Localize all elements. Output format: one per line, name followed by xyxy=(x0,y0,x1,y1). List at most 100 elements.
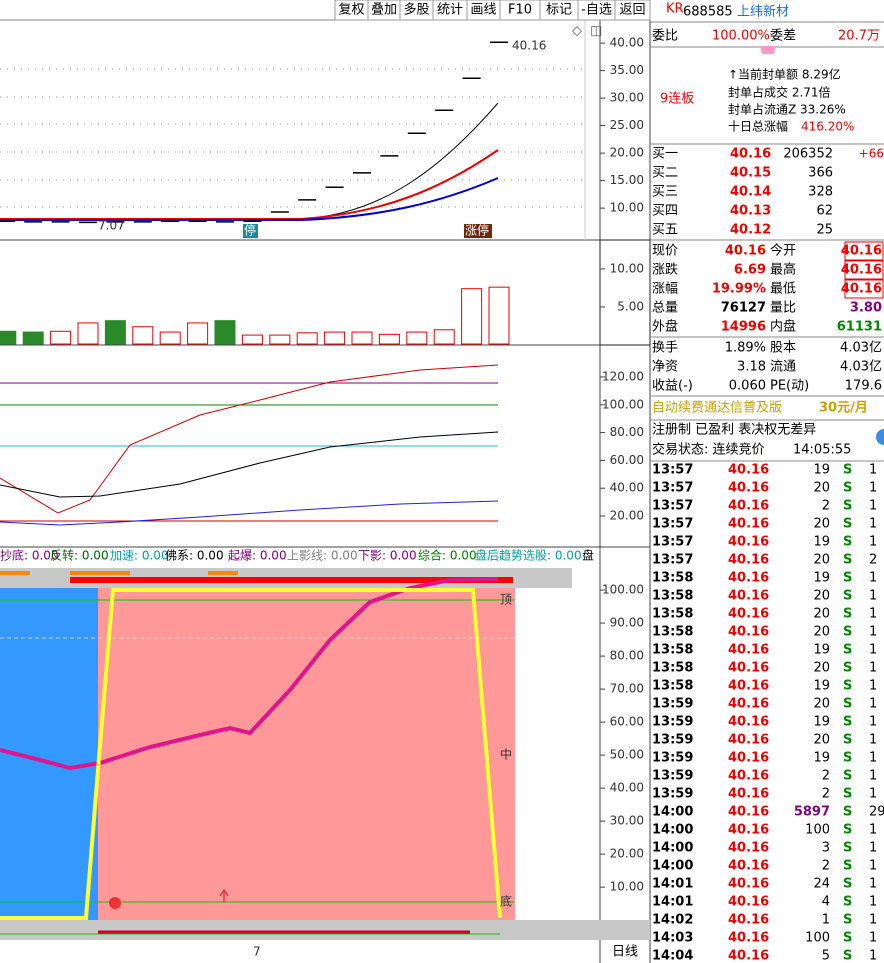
ad[interactable]: 自动续费通达信普及版 xyxy=(652,401,782,416)
tick-price: 40.16 xyxy=(728,859,769,874)
indicator-label: 加速: 0.00 xyxy=(110,549,169,563)
tick-volume: 24 xyxy=(813,877,830,892)
tick-count: 1 xyxy=(869,769,877,784)
tick-count: 1 xyxy=(869,895,877,910)
tick-time: 13:58 xyxy=(652,607,693,622)
name: 上纬新材 xyxy=(737,4,789,20)
toolbar-label[interactable]: 标记 xyxy=(546,3,572,18)
bid-volume: 328 xyxy=(808,185,833,200)
tick-volume: 20 xyxy=(813,661,830,676)
y-tick-label: 50.00 xyxy=(610,748,644,762)
tick-volume: 20 xyxy=(813,589,830,604)
bid-price: 40.15 xyxy=(730,166,771,181)
tick-price: 40.16 xyxy=(728,679,769,694)
tick-volume: 20 xyxy=(813,517,830,532)
tick-count: 1 xyxy=(869,877,877,892)
flags: 注册制 已盈利 表决权无差异 xyxy=(652,422,816,438)
tick-volume: 19 xyxy=(813,751,830,766)
tick-count: 1 xyxy=(869,949,877,963)
tick-price: 40.16 xyxy=(728,661,769,676)
zone-label: 中 xyxy=(500,747,512,762)
fund-label: 换手 xyxy=(652,341,678,356)
tick-time: 13:57 xyxy=(652,535,693,550)
indicator-label: 起爆: 0.00 xyxy=(228,549,287,563)
tick-time: 13:58 xyxy=(652,643,693,658)
ratio: 100.00% xyxy=(712,29,770,44)
bid-price: 40.13 xyxy=(730,204,771,219)
toolbar-label[interactable]: 返回 xyxy=(619,3,645,18)
stat-value: 6.69 xyxy=(734,263,766,278)
tick-volume: 5 xyxy=(822,949,830,963)
tick-count: 1 xyxy=(869,571,877,586)
stat-label: 最高 xyxy=(770,262,796,278)
fund-value: 1.89% xyxy=(725,341,766,356)
toolbar-label[interactable]: 统计 xyxy=(437,3,463,18)
tick-volume: 20 xyxy=(813,733,830,748)
volume-bar xyxy=(50,330,72,345)
toolbar-label[interactable]: 叠加 xyxy=(371,3,397,18)
tick-side: S xyxy=(843,805,852,820)
volume-bar xyxy=(0,330,17,345)
tick-count: 1 xyxy=(869,589,877,604)
tick-price: 40.16 xyxy=(728,535,769,550)
tick-count: 1 xyxy=(869,859,877,874)
tick-volume: 19 xyxy=(813,643,830,658)
tick-count: 1 xyxy=(869,697,877,712)
fund-label: 收益(-) xyxy=(652,379,693,394)
tick-price: 40.16 xyxy=(728,949,769,963)
bid-change: +66 xyxy=(859,147,884,161)
stat-label: 涨跌 xyxy=(652,262,678,278)
tick-time: 14:01 xyxy=(652,877,693,892)
tick-price: 40.16 xyxy=(728,895,769,910)
tick-side: S xyxy=(843,589,852,604)
tick-price: 40.16 xyxy=(728,769,769,784)
tick-volume: 5897 xyxy=(794,805,830,820)
tick-time: 14:00 xyxy=(652,859,693,874)
indicator-label: 上影线: 0.00 xyxy=(287,549,358,563)
tick-side: S xyxy=(843,949,852,963)
y-tick-label: 25.00 xyxy=(610,118,644,132)
tick-price: 40.16 xyxy=(728,841,769,856)
volume-bar xyxy=(296,332,318,345)
tick-count: 1 xyxy=(869,607,877,622)
tick-time: 13:58 xyxy=(652,571,693,586)
tick-volume: 4 xyxy=(822,895,830,910)
volume-bar xyxy=(461,288,483,345)
bid-label: 买四 xyxy=(652,204,678,219)
fund-value: 0.060 xyxy=(729,379,766,394)
volume-bar xyxy=(159,331,181,345)
y-tick-label: 10.00 xyxy=(610,261,644,275)
tick-volume: 2 xyxy=(822,499,830,514)
volume-bar xyxy=(22,331,44,345)
toolbar-label[interactable]: 画线 xyxy=(470,3,496,18)
tick-volume: 1 xyxy=(822,913,830,928)
y-tick-label: 70.00 xyxy=(610,682,644,696)
stat-label: 现价 xyxy=(652,244,678,259)
tick-count: 1 xyxy=(869,517,877,532)
indicator-label: 盘 xyxy=(582,548,594,563)
toolbar-label[interactable]: -自选 xyxy=(581,3,612,18)
toolbar-button[interactable] xyxy=(614,0,651,21)
tick-volume: 19 xyxy=(813,463,830,478)
tick-price: 40.16 xyxy=(728,913,769,928)
volume-bar xyxy=(433,329,455,345)
toolbar-label[interactable]: 复权 xyxy=(338,2,364,18)
code: 688585 xyxy=(683,5,733,20)
tick-time: 14:03 xyxy=(652,931,693,946)
tick-price: 40.16 xyxy=(728,697,769,712)
y-tick-label: 10.00 xyxy=(610,880,644,894)
tick-price: 40.16 xyxy=(728,589,769,604)
bid-volume: 366 xyxy=(808,166,833,181)
toolbar-label[interactable]: 多股 xyxy=(403,2,429,18)
tick-side: S xyxy=(843,481,852,496)
bid-price: 40.14 xyxy=(730,185,771,200)
toolbar-label[interactable]: F10 xyxy=(508,3,532,18)
tick-price: 40.16 xyxy=(728,625,769,640)
tick-count: 1 xyxy=(869,481,877,496)
volume-bar xyxy=(214,320,236,345)
bid-price: 40.12 xyxy=(730,223,771,238)
y-tick-label: 90.00 xyxy=(610,616,644,630)
tick-time: 13:59 xyxy=(652,715,693,730)
tick-side: S xyxy=(843,769,852,784)
y-tick-label: 10.00 xyxy=(610,201,644,215)
